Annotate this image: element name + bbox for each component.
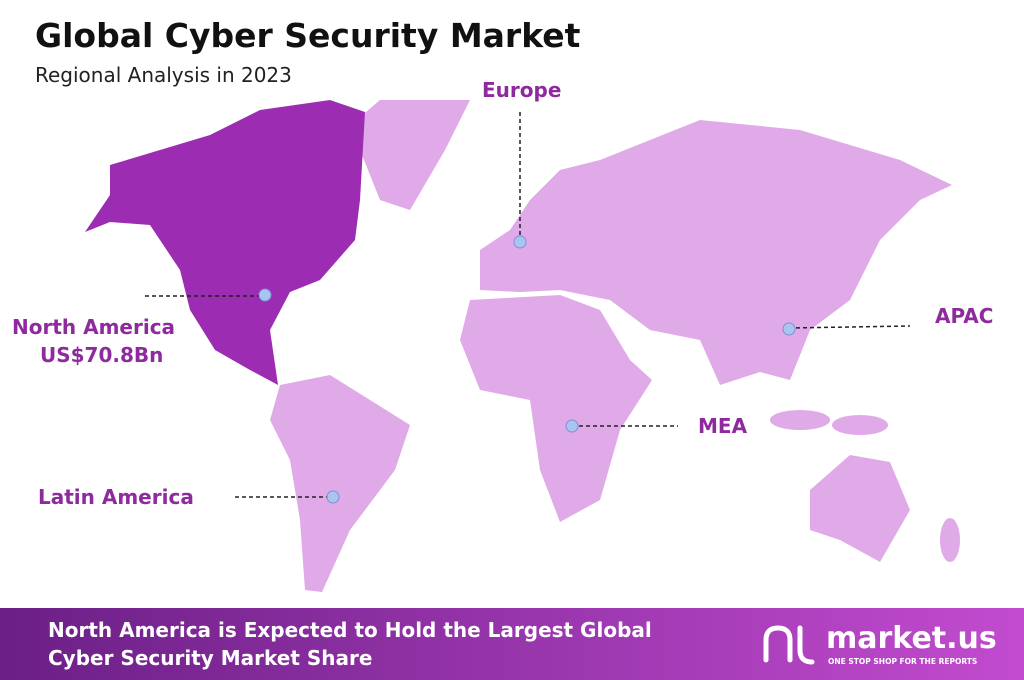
pointers — [145, 112, 911, 504]
pointer-dot — [326, 490, 340, 504]
pointer-dot — [513, 235, 527, 249]
pointer-dot — [258, 288, 272, 302]
logo-text: market.us — [826, 621, 997, 656]
logo-icon — [763, 625, 815, 665]
eurasia — [480, 120, 952, 385]
region-label: Latin America — [38, 485, 194, 509]
footer-band — [0, 608, 1024, 680]
title: Global Cyber Security Market — [35, 16, 581, 55]
pointer-line — [788, 325, 911, 329]
region-label: MEA — [698, 414, 748, 438]
footer-text: North America is Expected to Hold the La… — [48, 618, 652, 642]
world-map — [85, 100, 960, 592]
island — [940, 518, 960, 562]
region-label: Europe — [482, 78, 561, 102]
south-america — [270, 375, 410, 592]
footer-text: Cyber Security Market Share — [48, 646, 372, 670]
pointer-dot — [565, 419, 579, 433]
pointer-dot — [782, 322, 796, 336]
north-america — [85, 100, 365, 385]
africa — [460, 295, 652, 522]
greenland — [345, 100, 470, 210]
region-value: US$70.8Bn — [40, 343, 163, 367]
region-label: North America — [12, 315, 175, 339]
logo-tagline: ONE STOP SHOP FOR THE REPORTS — [828, 657, 977, 666]
island — [832, 415, 888, 435]
subtitle: Regional Analysis in 2023 — [35, 63, 292, 87]
australia — [810, 455, 910, 562]
region-label: APAC — [935, 304, 993, 328]
island — [770, 410, 830, 430]
